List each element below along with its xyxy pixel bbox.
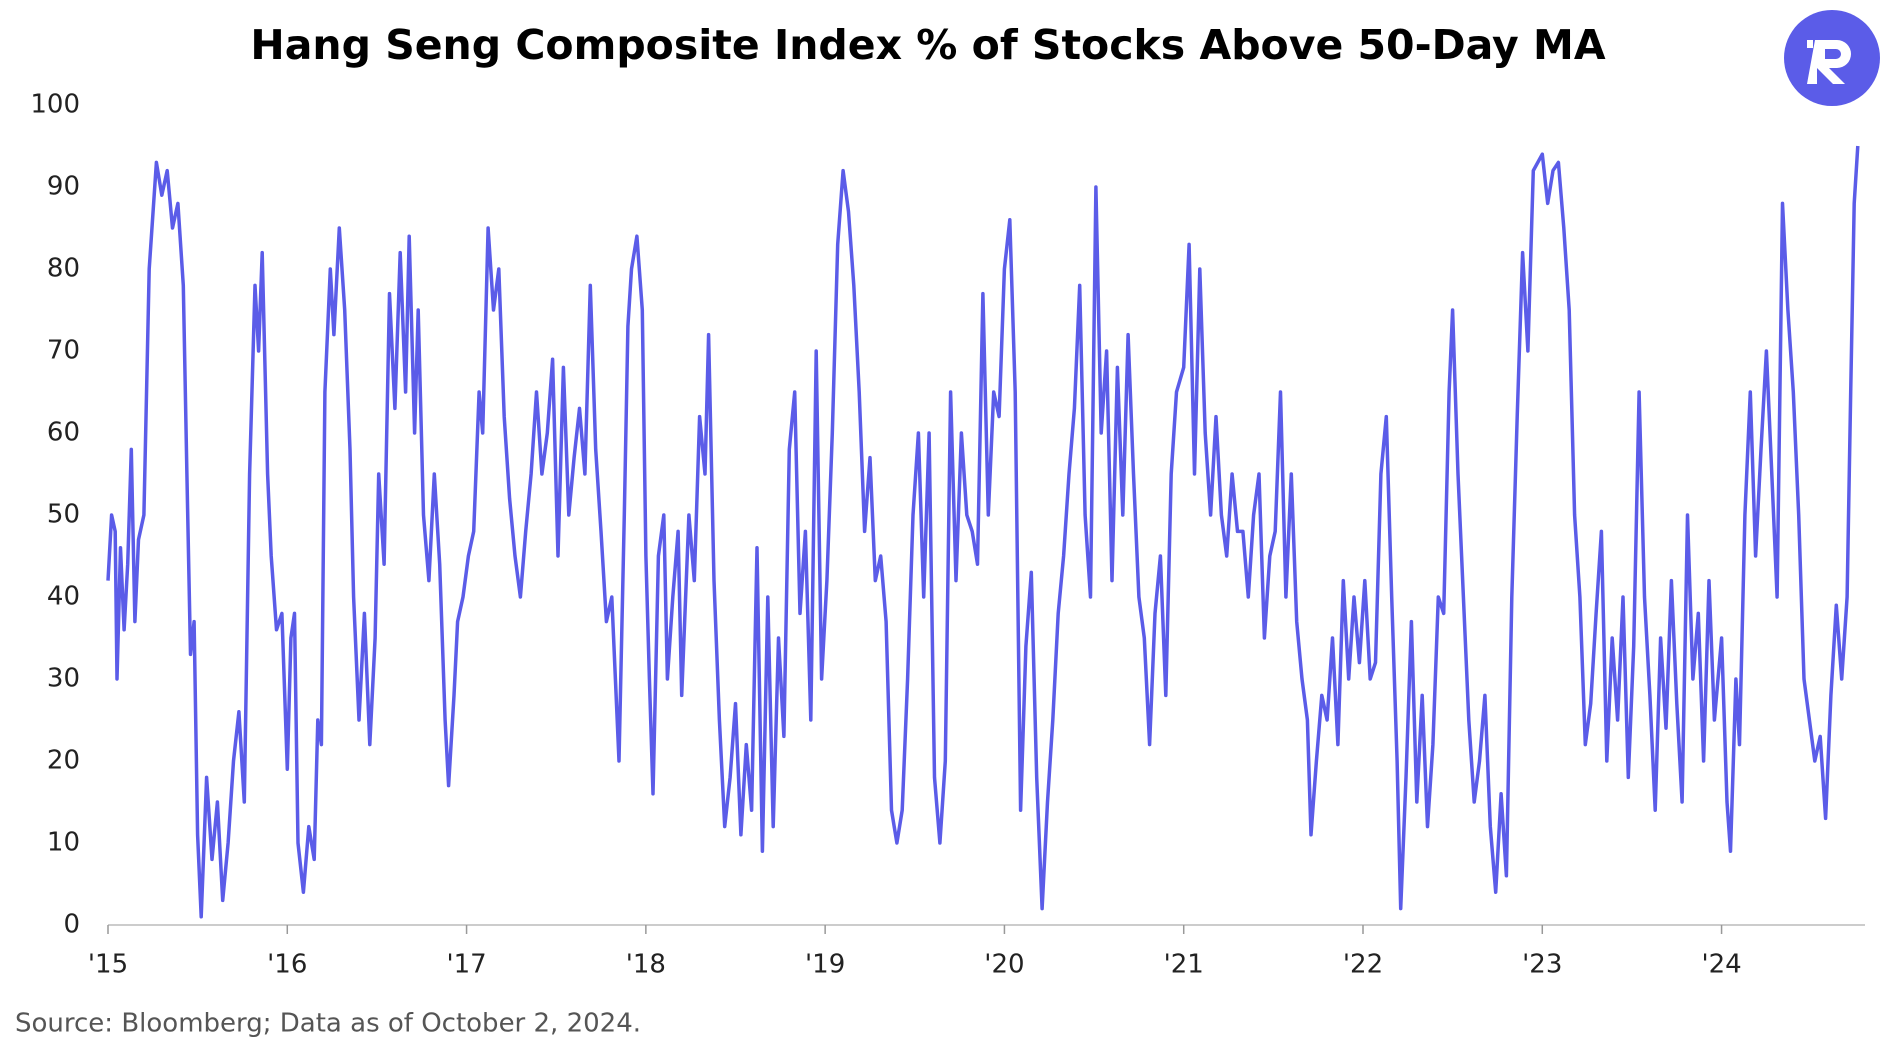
y-tick-label: 40: [47, 582, 80, 612]
y-tick-label: 60: [47, 418, 80, 448]
x-tick-label: '24: [1701, 950, 1741, 980]
y-tick-label: 20: [47, 746, 80, 776]
y-tick-label: 100: [30, 90, 80, 120]
logo-glyph: [1807, 40, 1851, 84]
x-tick-label: '21: [1164, 950, 1204, 980]
y-tick-label: 50: [47, 500, 80, 530]
x-tick-label: '19: [805, 950, 845, 980]
x-tick-label: '15: [88, 950, 128, 980]
x-tick-label: '17: [446, 950, 486, 980]
x-tick-label: '16: [267, 950, 307, 980]
logo-accent: [1807, 40, 1813, 48]
x-tick-label: '20: [984, 950, 1024, 980]
y-tick-label: 70: [47, 336, 80, 366]
source-note: Source: Bloomberg; Data as of October 2,…: [15, 1009, 641, 1039]
y-tick-label: 10: [47, 828, 80, 858]
x-tick-label: '18: [626, 950, 666, 980]
y-tick-label: 90: [47, 172, 80, 202]
logo-circle: [1784, 10, 1880, 106]
y-tick-label: 80: [47, 254, 80, 284]
x-tick-label: '23: [1522, 950, 1562, 980]
data-line: [106, 145, 1860, 919]
chart-title: Hang Seng Composite Index % of Stocks Ab…: [250, 21, 1605, 69]
y-tick-label: 0: [63, 910, 80, 940]
y-tick-label: 30: [47, 664, 80, 694]
logo: [1784, 10, 1880, 106]
x-tick-label: '22: [1343, 950, 1383, 980]
